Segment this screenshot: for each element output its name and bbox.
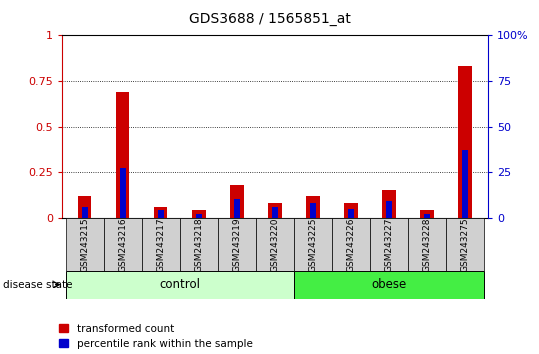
Bar	[82, 207, 88, 218]
Text: GSM243275: GSM243275	[460, 217, 469, 272]
Bar	[104, 218, 142, 271]
Text: GSM243220: GSM243220	[271, 217, 279, 272]
Bar	[294, 218, 332, 271]
Bar	[180, 218, 218, 271]
Bar	[218, 218, 256, 271]
Bar	[154, 207, 168, 218]
Bar	[230, 185, 244, 218]
Text: obese: obese	[371, 279, 406, 291]
Text: GSM243216: GSM243216	[119, 217, 127, 272]
Text: disease state: disease state	[3, 280, 72, 290]
Bar	[142, 218, 180, 271]
Bar	[310, 203, 316, 218]
Bar	[256, 218, 294, 271]
Bar	[348, 209, 354, 218]
Bar	[272, 207, 278, 218]
Bar	[408, 218, 446, 271]
Bar	[306, 196, 320, 218]
Text: GSM243228: GSM243228	[423, 217, 431, 272]
Text: GSM243219: GSM243219	[232, 217, 241, 272]
Text: GSM243227: GSM243227	[384, 217, 393, 272]
Bar	[294, 271, 484, 299]
Bar	[382, 190, 396, 218]
Text: GSM243217: GSM243217	[156, 217, 165, 272]
Bar	[192, 210, 205, 218]
Bar	[458, 67, 472, 218]
Bar	[268, 203, 281, 218]
Bar	[116, 92, 129, 218]
Bar	[332, 218, 370, 271]
Legend: transformed count, percentile rank within the sample: transformed count, percentile rank withi…	[59, 324, 253, 349]
Bar	[234, 200, 240, 218]
Text: GSM243225: GSM243225	[308, 217, 317, 272]
Bar	[158, 210, 164, 218]
Bar	[66, 218, 104, 271]
Bar	[78, 196, 92, 218]
Text: GSM243218: GSM243218	[195, 217, 203, 272]
Text: GSM243215: GSM243215	[80, 217, 89, 272]
Bar	[420, 210, 433, 218]
Bar	[370, 218, 408, 271]
Bar	[66, 271, 294, 299]
Bar	[462, 150, 468, 218]
Bar	[424, 214, 430, 218]
Bar	[196, 214, 202, 218]
Text: control: control	[160, 279, 201, 291]
Bar	[344, 203, 357, 218]
Bar	[386, 201, 392, 218]
Text: GDS3688 / 1565851_at: GDS3688 / 1565851_at	[189, 12, 350, 27]
Bar	[446, 218, 484, 271]
Text: GSM243226: GSM243226	[347, 217, 355, 272]
Bar	[120, 169, 126, 218]
